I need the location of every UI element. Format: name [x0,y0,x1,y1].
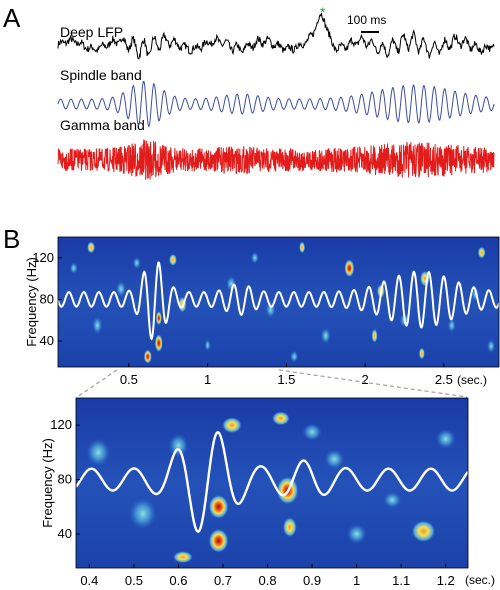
spectral-power-blob [221,417,242,434]
x-tick-label: 0.5 [125,573,143,588]
gamma-band-label: Gamma band [60,117,145,133]
spectral-power-blob [487,339,496,354]
y-tick-label: 40 [40,333,54,348]
scale-bar-label: 100 ms [347,13,386,27]
spectral-power-blob [92,316,103,335]
spectral-power-blob [447,318,456,333]
spectral-power-blob [172,551,193,564]
x-tick-label: 0.8 [259,573,277,588]
spectral-power-blob [86,438,111,467]
spectral-power-blob [271,411,290,426]
y-tick-label: 80 [58,472,72,487]
spectral-power-blob [128,497,157,530]
spectrogram-zoom-x-unit: (sec.) [465,573,495,587]
spectral-power-blob [132,257,141,269]
spectral-power-blob [418,347,425,360]
spectral-power-blob [155,311,162,326]
spectral-power-blob [371,328,378,343]
gamma-band-trace [57,139,495,180]
spectrogram-full: 0.5 1 1.5 2 2.5 40 80 120 Frequency (Hz) (sec.) [24,236,500,387]
spectral-power-blob [282,517,297,538]
spectrogram-zoom-ylabel: Frequency (Hz) [40,438,55,528]
spectral-power-blob [226,275,237,292]
spectral-power-blob [344,259,355,278]
spindle-band-label: Spindle band [60,67,142,83]
spectral-power-blob [383,492,402,508]
y-tick-label: 80 [40,291,54,306]
spectral-power-blob [154,334,163,353]
spectral-power-blob [204,339,211,352]
spectral-power-blob [208,528,229,553]
panel-a-letter: A [3,3,21,33]
x-tick-label: 2.5 [435,372,453,387]
spectral-power-blob [168,433,189,458]
spectral-power-blob [116,281,126,297]
x-tick-label: 0.9 [303,573,321,588]
spectral-power-blob [320,327,331,344]
spectral-power-blob [290,350,299,363]
y-tick-label: 120 [50,417,72,432]
x-tick-label: 0.4 [80,573,98,588]
panel-b-letter: B [3,224,20,254]
x-tick-label: 0.5 [120,372,138,387]
spectral-power-blob [69,262,78,275]
spectral-power-blob [324,449,345,470]
spectral-power-blob [346,524,367,544]
spectral-power-blob [477,246,486,259]
x-tick-label: 0.7 [214,573,232,588]
spectral-power-blob [299,241,306,254]
zoom-connector-left [76,369,118,398]
event-asterisk: * [320,4,326,20]
x-tick-label: 1 [204,372,211,387]
x-tick-label: 2 [362,372,369,387]
x-tick-label: 1 [353,573,360,588]
spectral-power-blob [143,349,152,364]
spectrogram-full-x-unit: (sec.) [457,373,487,387]
spectral-power-blob [411,520,436,543]
x-tick-label: 1.5 [277,372,295,387]
x-tick-label: 1.1 [392,573,410,588]
spectrogram-full-frame [57,236,500,368]
spectrogram-zoom-background [76,398,468,568]
spectrogram-full-spindle-overlay [58,261,499,341]
deep-lfp-label: Deep LFP [60,24,123,40]
spectrogram-full-ylabel: Frequency (Hz) [24,257,39,347]
spectrogram-zoom-frame [75,397,469,569]
spectral-power-blob [87,241,96,254]
x-tick-label: 1.2 [437,573,455,588]
spectrogram-zoom-spindle-overlay [76,431,468,533]
y-tick-label: 120 [32,250,54,265]
spectral-power-blob [250,251,259,264]
spectral-power-blob [168,253,177,266]
y-tick-label: 40 [58,526,72,541]
zoom-connector-right [278,369,468,398]
spindle-band-trace [57,81,495,128]
x-tick-label: 0.6 [169,573,187,588]
deep-lfp-trace [57,12,495,60]
spectral-power-blob [208,494,229,519]
spectral-power-blob [435,428,456,449]
spectrogram-zoom: 0.4 0.5 0.6 0.7 0.8 0.9 1 1.1 1.2 40 80 120 Frequen… [40,397,495,588]
spectral-power-blob [302,423,323,441]
